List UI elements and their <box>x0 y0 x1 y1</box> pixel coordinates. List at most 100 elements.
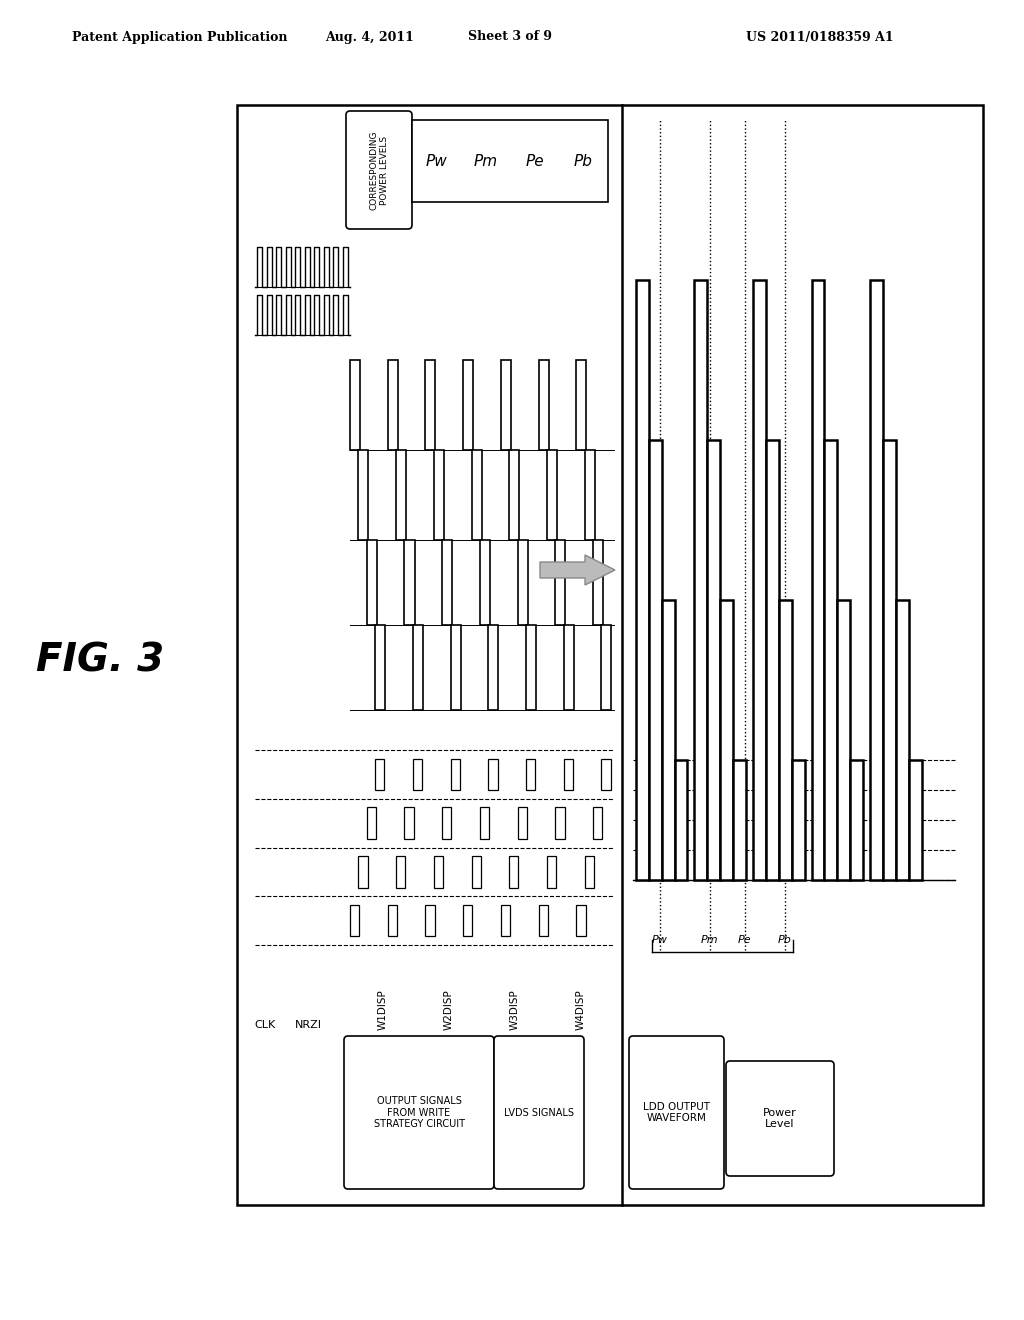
Bar <box>577 360 587 450</box>
Text: Pb: Pb <box>778 935 792 945</box>
Bar <box>694 280 708 880</box>
Bar <box>425 360 435 450</box>
Text: Pe: Pe <box>738 935 752 945</box>
Bar <box>753 280 766 880</box>
Text: Pm: Pm <box>473 153 498 169</box>
Bar <box>488 624 499 710</box>
Text: OUTPUT SIGNALS
FROM WRITE
STRATEGY CIRCUIT: OUTPUT SIGNALS FROM WRITE STRATEGY CIRCU… <box>374 1096 465 1129</box>
Bar <box>350 360 360 450</box>
Bar <box>396 857 406 888</box>
Bar <box>585 450 595 540</box>
Bar <box>526 759 536 791</box>
Bar <box>601 759 610 791</box>
Text: Power
Level: Power Level <box>763 1107 797 1130</box>
Text: W1DISP: W1DISP <box>378 990 388 1031</box>
FancyBboxPatch shape <box>726 1061 834 1176</box>
Text: W3DISP: W3DISP <box>510 990 520 1031</box>
Text: Pw: Pw <box>426 153 447 169</box>
Bar <box>838 601 850 880</box>
Bar <box>675 760 687 880</box>
Bar <box>593 808 602 840</box>
Text: FIG. 3: FIG. 3 <box>36 642 164 678</box>
Bar <box>350 904 359 936</box>
Bar <box>501 904 510 936</box>
Text: CLK: CLK <box>254 1020 275 1030</box>
Bar <box>509 450 519 540</box>
Text: LDD OUTPUT
WAVEFORM: LDD OUTPUT WAVEFORM <box>643 1102 710 1123</box>
Bar <box>358 857 368 888</box>
Bar <box>501 360 511 450</box>
Bar <box>388 360 397 450</box>
FancyBboxPatch shape <box>344 1036 494 1189</box>
Bar <box>766 440 779 880</box>
FancyBboxPatch shape <box>346 111 412 228</box>
Bar <box>404 540 415 624</box>
FancyBboxPatch shape <box>629 1036 724 1189</box>
Text: CORRESPONDING
POWER LEVELS: CORRESPONDING POWER LEVELS <box>370 131 389 210</box>
Bar <box>480 808 489 840</box>
Bar <box>539 904 548 936</box>
Bar <box>601 624 611 710</box>
Bar <box>425 904 434 936</box>
Bar <box>649 440 662 880</box>
Bar <box>412 120 608 202</box>
Bar <box>733 760 746 880</box>
Bar <box>720 601 733 880</box>
Bar <box>870 280 883 880</box>
Bar <box>471 450 481 540</box>
Bar <box>812 280 824 880</box>
Bar <box>824 440 838 880</box>
Text: W4DISP: W4DISP <box>575 990 586 1031</box>
Bar <box>375 759 384 791</box>
Bar <box>577 904 586 936</box>
Bar <box>792 760 805 880</box>
Bar <box>564 624 573 710</box>
Bar <box>883 440 896 880</box>
FancyBboxPatch shape <box>494 1036 584 1189</box>
Bar <box>488 759 498 791</box>
Polygon shape <box>540 554 615 585</box>
Bar <box>908 760 922 880</box>
Text: NRZI: NRZI <box>295 1020 322 1030</box>
Bar <box>463 904 472 936</box>
Text: Pe: Pe <box>525 153 544 169</box>
Bar <box>517 808 526 840</box>
Bar <box>396 450 407 540</box>
Text: Aug. 4, 2011: Aug. 4, 2011 <box>326 30 415 44</box>
Bar <box>413 759 422 791</box>
Bar <box>555 540 565 624</box>
Text: W2DISP: W2DISP <box>444 990 454 1031</box>
Bar <box>413 624 423 710</box>
Bar <box>779 601 792 880</box>
Bar <box>358 450 369 540</box>
Bar <box>434 450 443 540</box>
Bar <box>442 808 452 840</box>
Bar <box>442 540 453 624</box>
Bar <box>517 540 527 624</box>
Text: Pb: Pb <box>574 153 593 169</box>
Text: LVDS SIGNALS: LVDS SIGNALS <box>504 1107 574 1118</box>
Text: Patent Application Publication: Patent Application Publication <box>72 30 288 44</box>
Text: Sheet 3 of 9: Sheet 3 of 9 <box>468 30 552 44</box>
Text: Pw: Pw <box>652 935 668 945</box>
Bar <box>375 624 385 710</box>
Bar <box>509 857 518 888</box>
Bar <box>662 601 675 880</box>
Bar <box>850 760 863 880</box>
Bar <box>564 759 573 791</box>
Bar <box>237 106 983 1205</box>
Bar <box>636 280 649 880</box>
Bar <box>547 857 556 888</box>
Text: Pm: Pm <box>701 935 719 945</box>
Bar <box>463 360 473 450</box>
Bar <box>404 808 414 840</box>
Bar <box>547 450 557 540</box>
Bar <box>451 759 460 791</box>
Text: US 2011/0188359 A1: US 2011/0188359 A1 <box>746 30 894 44</box>
Bar <box>434 857 443 888</box>
Bar <box>480 540 489 624</box>
Bar <box>555 808 564 840</box>
Bar <box>471 857 480 888</box>
Bar <box>451 624 461 710</box>
Bar <box>367 808 376 840</box>
